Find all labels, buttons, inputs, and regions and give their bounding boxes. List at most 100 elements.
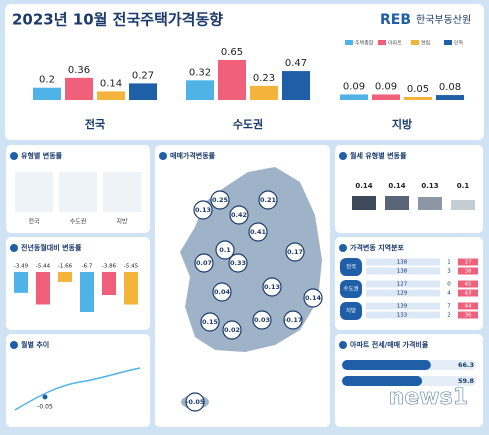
value-label: 0.41 [250,228,267,236]
bar-bg [366,267,440,275]
map-marker [200,312,220,332]
cell: 36 [465,313,472,319]
bar [36,272,50,305]
panel-title: 월세 유형별 변동률 [350,151,407,160]
value-label: 0.21 [260,196,277,204]
cell: 4 [447,291,451,297]
legend-label: 주택종합 [355,40,374,47]
value-label: 0.65 [221,47,243,58]
bar [342,360,431,370]
panel-title: 가격변동 지역분포 [350,243,405,252]
title-badge [339,152,347,160]
mini-chart-bg [103,172,141,212]
map-marker [262,277,282,297]
legend-swatch [345,40,353,45]
cell: 138 [397,269,408,275]
logo-text: 한국부동산원 [416,14,471,26]
bar [97,91,125,100]
bar [14,272,28,293]
value-label: 0.42 [231,211,247,219]
cell: 139 [397,304,408,310]
map-marker [210,190,230,210]
watermark: news1 [389,385,468,410]
value-label: 0.08 [439,82,461,93]
value-label: -3.49 [14,264,29,270]
bar-red [458,267,478,275]
value-label: 0.07 [196,259,212,267]
bar [124,272,138,305]
bar [372,94,400,100]
group-label: 수도권 [343,285,358,293]
bar [451,200,475,210]
value-label: -1.66 [58,264,73,270]
value-label: 0.23 [253,73,275,84]
map-marker [258,190,278,210]
group-label: 전국 [346,263,356,271]
title-badge [10,244,18,252]
category-label: 지방 [392,117,412,131]
value-label: 0.2 [39,75,55,86]
value-label: 0.14 [388,182,405,190]
value-label: 0.36 [68,65,90,76]
cell: 2 [447,313,451,319]
bar-red [458,280,478,288]
cell: 37 [465,260,472,266]
title-badge [10,341,18,349]
value-label: 0.32 [189,67,211,78]
bar [282,71,310,100]
panel-title: 월별 추이 [21,340,49,349]
legend-label: 아파트 [388,40,402,47]
map-marker [215,240,235,260]
value-label: -0.17 [284,316,303,324]
value-label: 0.09 [375,81,397,92]
value-label: 0.47 [285,58,307,69]
legend-label: 연립 [421,40,430,47]
cell: 0 [447,282,451,288]
value-label: 0.14 [305,294,322,302]
group-pill [340,258,362,276]
bar [404,96,432,100]
panel-title: 전년동월대비 변동률 [21,243,82,252]
bar-red [458,289,478,297]
map-marker [283,310,303,330]
cell: 138 [397,260,408,266]
legend-swatch [411,40,419,45]
bar [340,94,368,100]
mini-chart-bg [15,172,53,212]
value-label: -5.45 [124,264,139,270]
cell: 45 [465,282,472,288]
value-label: -6.7 [82,264,93,270]
map-shape [180,167,322,352]
panel-title: 유형별 변동률 [21,151,63,160]
bar [342,376,423,386]
legend-swatch [444,40,452,45]
group-label: 지방 [346,307,356,315]
map-marker [228,253,248,273]
cell: 1 [447,260,451,266]
cell: 3 [447,269,451,275]
bar [33,87,61,100]
value-label: -0.05 [37,404,53,411]
title-badge [339,341,347,349]
bar [436,95,464,100]
panel-title: 매매가격변동률 [170,151,216,160]
cell: 7 [447,304,451,310]
cell: 38 [465,269,472,275]
value-label: 0.13 [264,283,280,291]
group-pill [340,280,362,298]
bar [129,83,157,100]
bar-bg [366,289,440,297]
value-label: 0.02 [224,326,240,334]
title-badge [10,152,18,160]
value-label: 0.04 [214,288,231,296]
category-label: 수도권 [233,118,263,131]
group-pill [340,302,362,320]
value-label: 0.1 [219,246,231,254]
value-label: 0.05 [407,84,429,95]
bar-bg [366,311,440,319]
bar [352,196,376,210]
panel-card [335,145,483,233]
map-marker [285,242,305,262]
